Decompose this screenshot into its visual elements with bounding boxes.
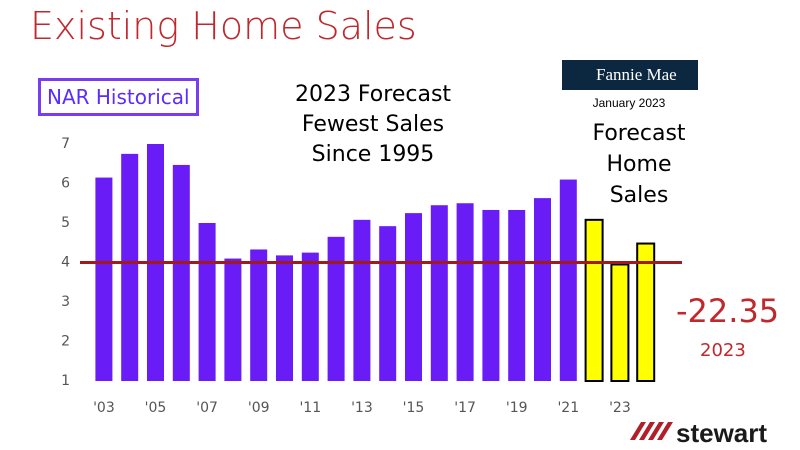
- bar: [456, 203, 474, 381]
- bar: [379, 226, 397, 381]
- x-tick-label: '19: [506, 400, 528, 416]
- bar: [405, 213, 422, 381]
- bar: [508, 209, 526, 381]
- bar: [276, 255, 293, 381]
- x-tick-label: '07: [196, 400, 218, 416]
- bar: [559, 179, 577, 381]
- y-tick-label: 4: [61, 255, 70, 271]
- bar: [301, 252, 319, 381]
- bar: [172, 164, 190, 381]
- bar: [636, 242, 656, 382]
- x-tick-label: '23: [609, 400, 631, 416]
- bar: [198, 223, 216, 381]
- bar: [584, 218, 604, 382]
- x-tick-label: '17: [454, 400, 476, 416]
- bar: [430, 205, 448, 381]
- bar: [121, 153, 139, 381]
- stewart-mark: [630, 422, 673, 440]
- y-tick-label: 2: [61, 334, 70, 350]
- bar: [610, 263, 630, 383]
- company-logo: stewart: [676, 418, 768, 448]
- fannie-mae-logo: Fannie Mae: [562, 60, 698, 90]
- x-tick-label: '05: [145, 400, 167, 416]
- x-tick-label: '13: [351, 400, 373, 416]
- y-tick-label: 1: [61, 373, 70, 389]
- legend-entry: NAR Historical: [38, 78, 199, 116]
- change-value: -22.35: [676, 292, 780, 330]
- source-name: Fannie Mae: [596, 65, 677, 84]
- x-tick-label: '21: [557, 400, 579, 416]
- forecast-label: Forecast Home Sales: [592, 121, 686, 208]
- source-date: January 2023: [592, 96, 666, 110]
- y-tick-label: 6: [61, 176, 70, 192]
- bar: [353, 219, 371, 381]
- y-tick-label: 5: [61, 215, 70, 231]
- y-tick-label: 7: [61, 136, 70, 152]
- annotation: 2023 Forecast Fewest Sales Since 1995: [294, 82, 452, 167]
- x-tick-label: '09: [248, 400, 270, 416]
- bar: [250, 249, 268, 381]
- x-tick-label: '11: [299, 400, 321, 416]
- bar: [327, 236, 345, 381]
- x-tick-label: '03: [93, 400, 115, 416]
- bar: [95, 177, 113, 381]
- bar: [482, 209, 500, 381]
- slide-title: Existing Home Sales: [30, 4, 417, 48]
- bar: [224, 258, 242, 381]
- x-tick-label: '15: [403, 400, 425, 416]
- bar: [534, 198, 551, 381]
- change-year: 2023: [700, 340, 746, 361]
- y-tick-label: 3: [61, 294, 70, 310]
